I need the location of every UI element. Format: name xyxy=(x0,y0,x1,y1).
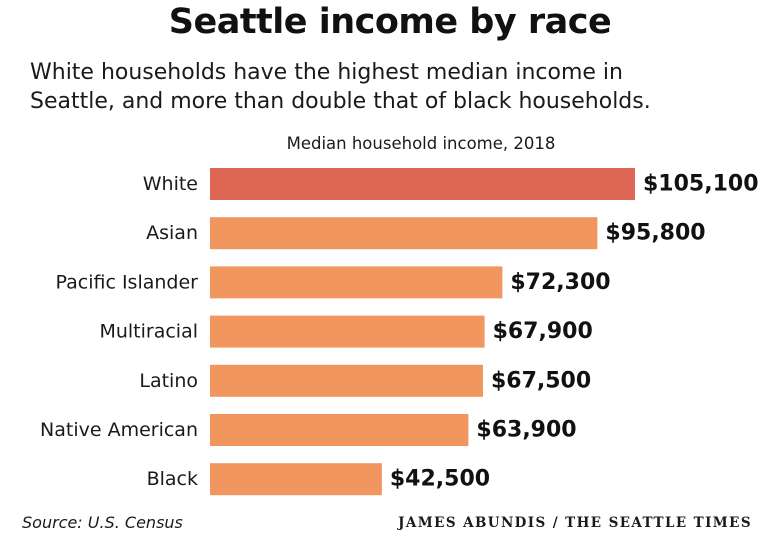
bar-black xyxy=(210,463,382,496)
value-label-black: $42,500 xyxy=(390,467,490,492)
value-label-multiracial: $67,900 xyxy=(493,319,593,344)
subtitle-line-1: White households have the highest median… xyxy=(30,60,623,85)
value-label-pacific-islander: $72,300 xyxy=(510,270,610,295)
value-label-native-american: $63,900 xyxy=(476,418,576,443)
bar-white xyxy=(210,168,635,200)
credit-line: JAMES ABUNDIS / THE SEATTLE TIMES xyxy=(398,515,752,531)
bar-multiracial xyxy=(210,315,485,348)
value-label-latino: $67,500 xyxy=(491,368,591,393)
bar-asian xyxy=(210,217,598,250)
subtitle-line-2: Seattle, and more than double that of bl… xyxy=(30,89,651,114)
category-label-asian: Asian xyxy=(146,222,198,244)
value-label-white: $105,100 xyxy=(643,172,759,197)
bar-pacific-islander xyxy=(210,266,503,299)
category-label-multiracial: Multiracial xyxy=(99,321,198,343)
source-note: Source: U.S. Census xyxy=(22,513,183,532)
category-label-pacific-islander: Pacific Islander xyxy=(56,271,199,293)
value-label-asian: $95,800 xyxy=(605,221,705,246)
chart-subtitle: White households have the highest median… xyxy=(30,58,760,116)
category-label-latino: Latino xyxy=(139,370,198,392)
category-label-native-american: Native American xyxy=(40,419,198,441)
category-label-black: Black xyxy=(147,468,198,490)
bar-native-american xyxy=(210,414,469,446)
category-label-white: White xyxy=(143,173,198,195)
bar-latino xyxy=(210,364,483,397)
chart-title: Seattle income by race xyxy=(168,2,612,42)
chart-measure-label: Median household income, 2018 xyxy=(286,134,556,153)
